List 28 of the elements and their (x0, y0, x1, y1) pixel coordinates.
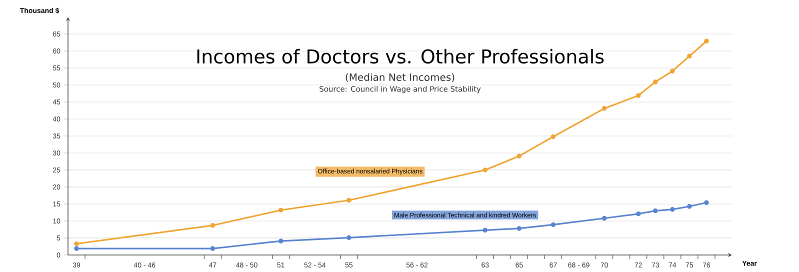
point (550, 222, 556, 228)
point (482, 228, 488, 233)
point (687, 54, 692, 58)
point (278, 208, 284, 213)
point (687, 204, 692, 209)
point (652, 80, 658, 84)
point (704, 38, 709, 44)
point (670, 207, 675, 212)
point (346, 235, 352, 240)
point (516, 154, 522, 158)
point (670, 68, 675, 74)
point (74, 246, 79, 251)
point (210, 246, 216, 251)
point (652, 208, 658, 214)
point (636, 211, 641, 216)
point (346, 198, 352, 203)
point (636, 93, 641, 98)
point (602, 106, 607, 111)
point (74, 241, 79, 246)
point (482, 168, 488, 172)
point (704, 200, 709, 206)
point (602, 216, 607, 221)
point (210, 223, 216, 228)
text: (Median Net Incomes) (346, 73, 454, 82)
point (516, 226, 522, 231)
point (550, 134, 556, 140)
text: Incomes of Doctors vs. Other Professionals (197, 48, 604, 64)
point (278, 238, 284, 244)
